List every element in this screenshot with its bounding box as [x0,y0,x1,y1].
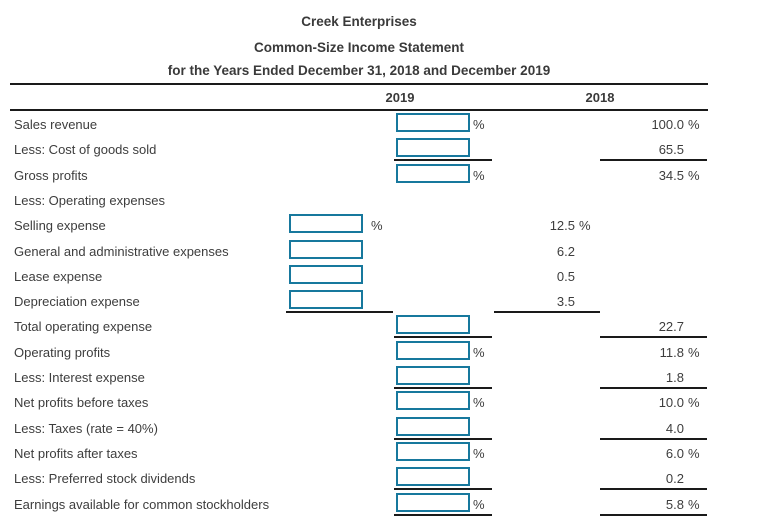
value-2018: 0.2 [665,471,684,487]
row-label: Lease expense [14,268,103,284]
percent-sign: % [473,395,485,411]
percent-input[interactable] [396,138,470,158]
value-2018: 6.0 [665,445,684,461]
percent-input[interactable] [289,214,363,234]
value-2018: 4.0 [665,420,684,436]
percent-input[interactable] [396,113,470,132]
percent-input[interactable] [396,315,470,335]
table-row: Selling expense% 12.5% [0,212,783,238]
statement-title: Common-Size Income Statement [253,40,465,55]
row-label: Net profits before taxes [14,395,149,411]
percent-sign: % [688,167,700,183]
value-2018: 12.5 [549,218,575,234]
percent-sign: % [688,117,700,132]
percent-input[interactable] [396,163,470,183]
percent-sign: % [473,445,485,461]
percent-sign: % [473,117,485,132]
percent-input[interactable] [396,441,470,461]
sum-rule [600,159,707,162]
percent-sign: % [473,167,485,183]
sum-rule [286,311,393,314]
header-rule-top [10,83,708,85]
percent-sign: % [688,395,700,411]
table-row: Net profits before taxes% 10.0% [0,389,783,415]
table-row: Operating profits% 11.8% [0,339,783,365]
sum-rule [394,513,492,516]
row-label: Less: Taxes (rate = 40%) [14,420,158,436]
row-label: Net profits after taxes [14,445,138,461]
percent-input[interactable] [289,290,363,310]
value-2018: 10.0 [658,395,684,411]
sum-rule [600,488,707,491]
table-row: Less: Cost of goods sold 65.5 [0,136,783,162]
percent-input[interactable] [396,340,470,360]
row-label: Earnings available for common stockholde… [14,496,270,512]
percent-input[interactable] [396,416,470,436]
value-2018: 3.5 [556,294,575,310]
sum-rule [600,437,707,440]
value-2018: 0.5 [556,268,575,284]
percent-sign: % [688,496,700,512]
table-row: Sales revenue% 100.0% [0,111,783,137]
row-label: Operating profits [14,344,111,360]
table-row: General and administrative expenses 6.2 [0,238,783,264]
row-label: Depreciation expense [14,294,140,310]
sum-rule [394,336,492,339]
table-row: Less: Taxes (rate = 40%) 4.0 [0,415,783,441]
table-row: Less: Preferred stock dividends 0.2 [0,465,783,491]
percent-sign: % [688,344,700,360]
table-row: Less: Operating expenses [0,187,783,213]
percent-sign: % [371,218,383,234]
sum-rule [394,437,492,440]
row-label: Total operating expense [14,319,153,335]
percent-sign: % [473,344,485,360]
value-2018: 22.7 [658,319,684,335]
sum-rule [600,336,707,339]
row-label: Less: Operating expenses [14,192,166,208]
value-2018: 100.0 [651,117,684,132]
row-label: Less: Interest expense [14,370,145,385]
percent-input[interactable] [396,492,470,512]
table-row: Less: Interest expense 1.8 [0,364,783,390]
sum-rule [394,387,492,389]
percent-input[interactable] [289,264,363,284]
percent-input[interactable] [396,391,470,411]
value-2018: 1.8 [665,370,684,385]
sum-rule [600,513,707,516]
row-label: Selling expense [14,218,106,234]
sum-rule [600,387,707,389]
value-2018: 5.8 [665,496,684,512]
value-2018: 11.8 [659,344,684,360]
header-rule-bottom [10,109,708,111]
table-row: Lease expense 0.5 [0,263,783,289]
sum-rule [394,159,492,162]
row-label: Less: Preferred stock dividends [14,471,196,487]
column-header-2019: 2019 [385,90,415,105]
row-label: Less: Cost of goods sold [14,142,157,158]
table-row: Net profits after taxes% 6.0% [0,440,783,466]
percent-input[interactable] [289,239,363,259]
value-2018: 6.2 [556,243,575,259]
table-row: Total operating expense 22.7 [0,313,783,339]
percent-sign: % [473,496,485,512]
percent-sign: % [579,218,591,234]
row-label: General and administrative expenses [14,243,229,259]
company-name: Creek Enterprises [301,14,417,29]
table-row: Depreciation expense 3.5 [0,288,783,314]
table-row: Earnings available for common stockholde… [0,491,783,517]
row-label: Gross profits [14,167,88,183]
table-row: Gross profits% 34.5% [0,162,783,188]
value-2018: 65.5 [658,142,684,158]
sum-rule [494,311,600,314]
value-2018: 34.5 [658,167,684,183]
percent-input[interactable] [396,467,470,487]
statement-period: for the Years Ended December 31, 2018 an… [167,63,551,78]
sum-rule [394,488,492,491]
column-header-2018: 2018 [585,90,615,105]
row-label: Sales revenue [14,117,98,132]
percent-sign: % [688,445,700,461]
percent-input[interactable] [396,366,470,385]
